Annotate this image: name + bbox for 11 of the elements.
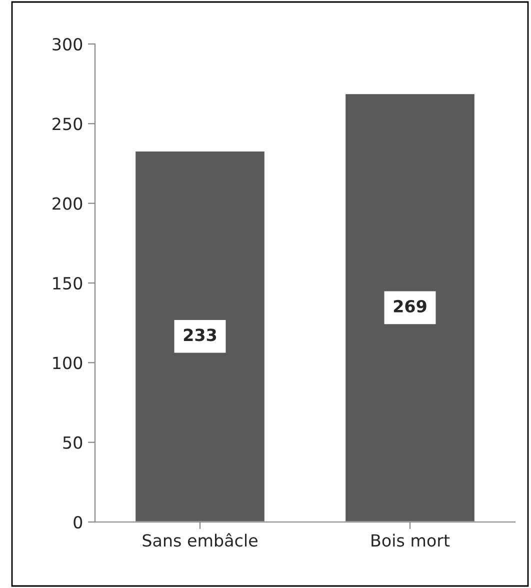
y-tick-label: 100 — [53, 356, 82, 370]
y-tick-label: 300 — [52, 38, 82, 51]
y-tick-label: 150 — [53, 276, 82, 290]
y-tick-label: 50 — [63, 436, 82, 449]
data-label: 269 — [394, 300, 426, 313]
y-tick-label: 250 — [52, 118, 82, 130]
x-tick-label: Sans embâcle — [142, 533, 258, 547]
y-tick-label: 200 — [52, 197, 82, 210]
x-tick-label: Bois mort — [372, 534, 450, 547]
y-tick-label: 0 — [74, 516, 82, 529]
data-label: 233 — [184, 328, 216, 342]
